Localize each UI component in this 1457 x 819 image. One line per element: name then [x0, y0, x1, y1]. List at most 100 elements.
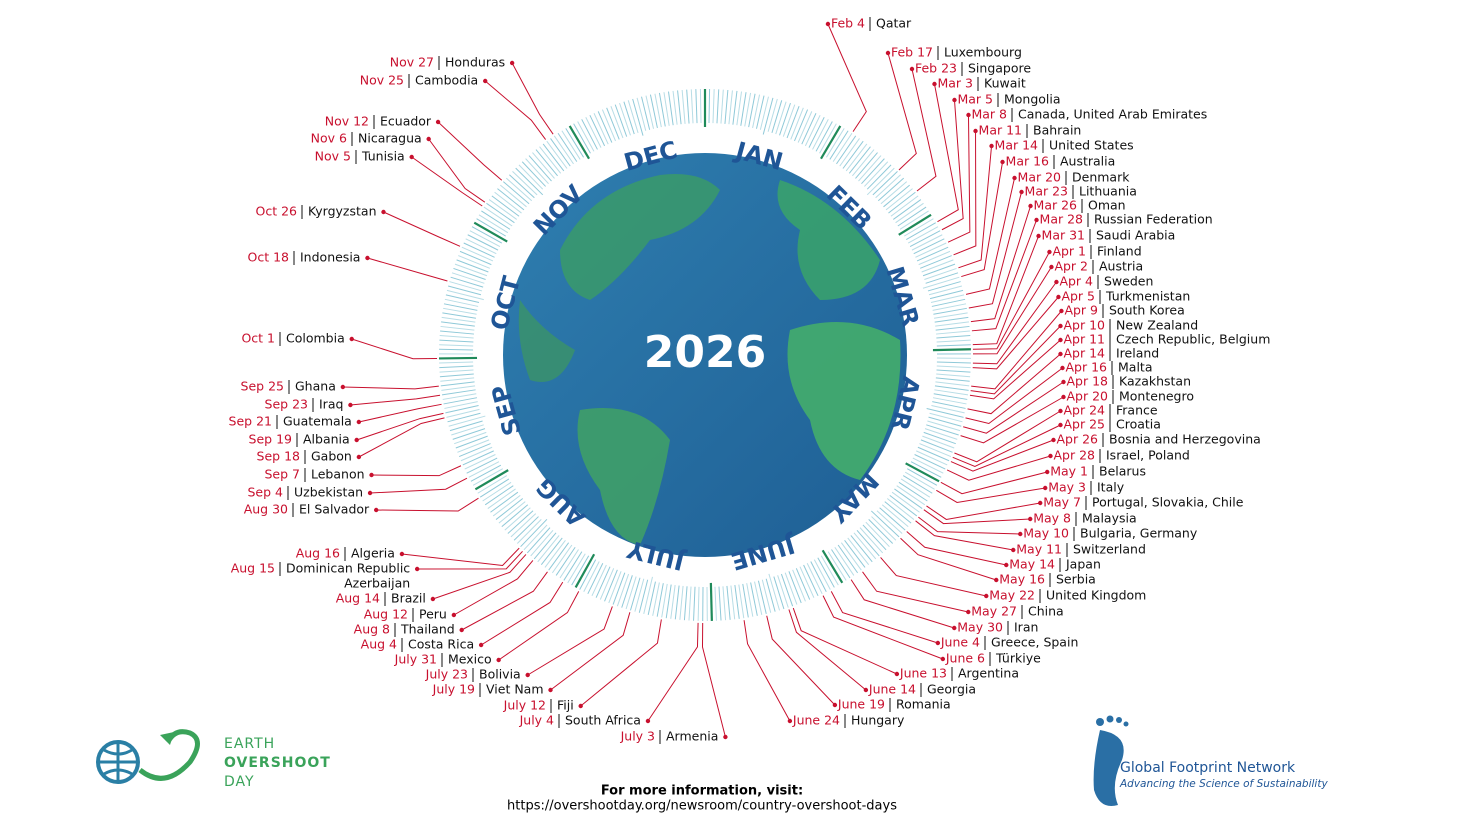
country-label: Türkiye	[995, 651, 1041, 666]
date-label: Sep 18	[257, 449, 300, 464]
day-tick	[443, 397, 478, 405]
country-label: Luxembourg	[944, 45, 1022, 60]
day-tick	[832, 132, 853, 162]
day-tick	[616, 573, 630, 607]
date-label: June 4	[940, 635, 980, 650]
day-tick	[601, 109, 616, 142]
leader-line	[967, 353, 1061, 415]
date-label: May 14	[1009, 557, 1055, 572]
day-tick	[647, 581, 656, 615]
day-tick	[754, 581, 763, 615]
leader-dot	[1028, 516, 1033, 522]
leader-dot	[1058, 351, 1063, 357]
day-tick	[509, 174, 535, 199]
date-label: Apr 16	[1065, 360, 1107, 375]
day-tick	[523, 524, 548, 551]
day-tick	[585, 116, 602, 148]
day-tick	[917, 446, 950, 462]
day-tick	[445, 294, 480, 304]
day-tick	[546, 140, 568, 169]
day-tick	[632, 98, 644, 136]
day-tick	[795, 568, 811, 600]
leader-dot	[548, 687, 553, 693]
day-tick	[888, 191, 916, 214]
day-tick	[936, 365, 971, 369]
day-tick	[530, 529, 554, 557]
leader-line	[580, 619, 662, 707]
leader-line	[968, 191, 1023, 309]
leader-dot	[369, 472, 374, 478]
day-tick	[458, 443, 491, 457]
day-tick	[466, 457, 498, 474]
day-tick	[672, 90, 678, 125]
day-tick	[579, 559, 597, 590]
leader-line	[923, 509, 1031, 525]
country-label: Bahrain	[1033, 123, 1081, 138]
leader-line	[960, 396, 1064, 444]
day-tick	[724, 89, 729, 124]
leader-dot	[1061, 394, 1066, 400]
day-tick	[477, 475, 508, 494]
day-tick	[784, 572, 798, 605]
day-tick	[479, 478, 510, 498]
day-tick	[820, 555, 839, 586]
day-tick	[885, 188, 913, 211]
day-tick	[750, 582, 758, 616]
day-tick	[813, 559, 831, 590]
day-tick	[855, 152, 878, 179]
leader-line	[383, 211, 461, 247]
day-tick	[440, 377, 475, 382]
country-label: Hungary	[851, 713, 905, 728]
day-tick	[936, 330, 970, 335]
day-tick	[777, 575, 789, 608]
leader-dot	[909, 66, 915, 72]
leader-dot	[1012, 175, 1017, 181]
day-tick	[839, 138, 860, 167]
day-tick	[936, 339, 971, 343]
country-label: Qatar	[876, 16, 912, 31]
day-tick	[762, 97, 774, 135]
country-label: Malaysia	[1082, 511, 1137, 526]
leader-dot	[1038, 500, 1043, 506]
day-tick	[920, 439, 953, 453]
day-tick	[551, 544, 573, 574]
day-tick	[440, 330, 474, 335]
leader-line	[972, 251, 1050, 350]
date-label: Mar 23	[1025, 184, 1068, 199]
day-tick	[444, 401, 478, 409]
leader-line	[965, 367, 1063, 425]
day-ring	[439, 89, 971, 621]
leader-line	[527, 606, 613, 676]
day-tick	[716, 89, 720, 124]
day-tick	[444, 298, 479, 307]
day-tick	[765, 578, 776, 612]
footer-heading: For more information, visit:	[601, 784, 803, 799]
day-tick	[604, 569, 618, 602]
day-tick	[732, 90, 738, 125]
day-tick	[722, 586, 727, 621]
date-label: Aug 30	[244, 502, 288, 517]
leader-line	[880, 557, 987, 597]
day-tick	[446, 408, 480, 418]
country-label: Indonesia	[300, 250, 360, 265]
day-tick	[759, 96, 769, 130]
leader-line	[971, 310, 1062, 390]
day-tick	[775, 101, 787, 135]
leader-dot	[1049, 264, 1054, 270]
leader-dot	[1036, 233, 1041, 239]
date-label: Apr 5	[1061, 289, 1095, 304]
leader-line	[350, 394, 441, 406]
day-tick	[910, 461, 942, 478]
day-tick	[445, 405, 479, 414]
country-label: United Kingdom	[1046, 588, 1146, 603]
date-label: Apr 26	[1056, 432, 1098, 447]
date-label: Sep 19	[249, 432, 292, 447]
leader-line	[766, 615, 836, 706]
day-tick	[461, 246, 494, 262]
leader-line	[480, 581, 564, 646]
day-tick	[895, 202, 924, 224]
country-label: Georgia	[927, 682, 976, 697]
day-tick	[909, 230, 941, 248]
country-label: Turkmenistan	[1105, 289, 1190, 304]
leader-line	[900, 537, 997, 581]
